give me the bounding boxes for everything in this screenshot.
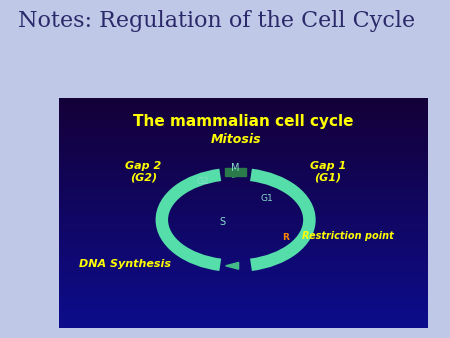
- Polygon shape: [225, 262, 238, 269]
- Text: G2: G2: [196, 177, 209, 187]
- Text: R: R: [282, 233, 289, 242]
- Text: Notes: Regulation of the Cell Cycle: Notes: Regulation of the Cell Cycle: [18, 10, 415, 32]
- Text: The mammalian cell cycle: The mammalian cell cycle: [133, 114, 353, 129]
- Polygon shape: [233, 170, 246, 177]
- Text: Gap 2
(G2): Gap 2 (G2): [125, 161, 162, 183]
- Text: Restriction point: Restriction point: [302, 231, 394, 241]
- Text: M: M: [231, 163, 240, 173]
- Text: S: S: [220, 217, 226, 227]
- Text: Mitosis: Mitosis: [210, 133, 261, 146]
- Text: G1: G1: [261, 193, 273, 202]
- Text: DNA Synthesis: DNA Synthesis: [79, 259, 171, 268]
- Text: Gap 1
(G1): Gap 1 (G1): [310, 161, 346, 183]
- Bar: [225, 168, 246, 176]
